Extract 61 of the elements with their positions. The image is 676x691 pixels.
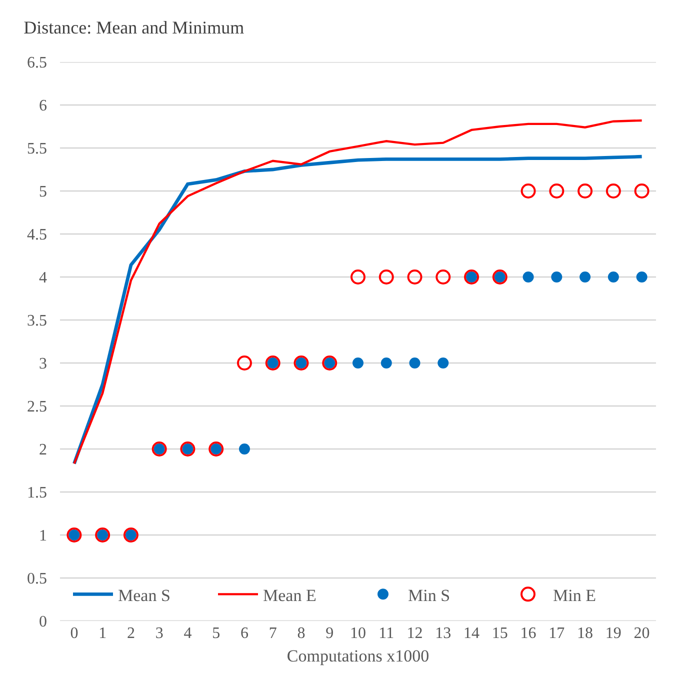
y-tick-label: 6 bbox=[39, 98, 47, 115]
point bbox=[551, 272, 562, 282]
x-tick-label: 11 bbox=[378, 625, 394, 642]
x-tick-label: 14 bbox=[464, 625, 480, 642]
x-tick-label: 15 bbox=[492, 625, 508, 642]
point bbox=[352, 358, 364, 368]
x-tick-label: 6 bbox=[240, 625, 248, 642]
y-tick-label: 3.5 bbox=[27, 312, 47, 330]
point bbox=[436, 270, 451, 284]
point bbox=[350, 270, 366, 284]
x-tick-label: 10 bbox=[350, 625, 366, 642]
point bbox=[636, 272, 648, 282]
y-tick-label: 0 bbox=[39, 614, 47, 631]
x-axis-title: Computations x1000 bbox=[286, 646, 430, 666]
y-tick-label: 5 bbox=[39, 184, 47, 201]
x-tick-label: 12 bbox=[406, 625, 423, 642]
point bbox=[580, 272, 591, 282]
x-tick-label: 9 bbox=[326, 625, 334, 642]
point bbox=[608, 272, 619, 282]
x-tick-label: 19 bbox=[605, 625, 622, 642]
legend-label: Mean S bbox=[118, 586, 170, 605]
point bbox=[522, 272, 534, 282]
y-tick-label: 0.5 bbox=[27, 570, 47, 588]
x-tick-label: 13 bbox=[435, 625, 452, 642]
point bbox=[407, 270, 422, 284]
y-tick-label: 2.5 bbox=[27, 398, 47, 416]
x-tick-label: 1 bbox=[98, 625, 107, 642]
x-tick-label: 18 bbox=[577, 625, 594, 642]
point bbox=[438, 358, 449, 368]
y-tick-label: 4 bbox=[39, 270, 47, 287]
point bbox=[606, 184, 621, 198]
point bbox=[520, 184, 536, 198]
y-tick-label: 1.5 bbox=[27, 484, 47, 502]
chart-title: Distance: Mean and Minimum bbox=[24, 17, 244, 38]
x-tick-label: 3 bbox=[155, 625, 164, 642]
x-tick-label: 8 bbox=[297, 625, 306, 642]
legend-label: Min E bbox=[553, 586, 596, 605]
legend-label: Min S bbox=[408, 586, 450, 605]
legend-label: Mean E bbox=[263, 586, 316, 605]
x-tick-label: 0 bbox=[70, 625, 78, 642]
point bbox=[409, 358, 420, 368]
point bbox=[238, 444, 250, 454]
point bbox=[236, 356, 252, 370]
point bbox=[634, 184, 650, 198]
point bbox=[378, 270, 394, 284]
y-tick-label: 2 bbox=[39, 442, 47, 459]
y-tick-label: 5.5 bbox=[27, 140, 47, 158]
point bbox=[549, 184, 564, 198]
x-tick-label: 4 bbox=[184, 625, 192, 642]
y-tick-label: 3 bbox=[39, 356, 47, 373]
x-tick-label: 7 bbox=[268, 625, 277, 642]
y-tick-label: 4.5 bbox=[27, 226, 47, 244]
x-tick-label: 2 bbox=[126, 625, 135, 642]
x-tick-label: 17 bbox=[548, 625, 565, 642]
x-tick-label: 16 bbox=[520, 625, 536, 642]
point bbox=[578, 184, 593, 198]
y-tick-label: 1 bbox=[39, 528, 47, 545]
x-tick-label: 5 bbox=[212, 625, 220, 642]
point bbox=[380, 358, 392, 368]
y-tick-label: 6.5 bbox=[27, 54, 47, 72]
x-tick-label: 20 bbox=[634, 625, 650, 642]
